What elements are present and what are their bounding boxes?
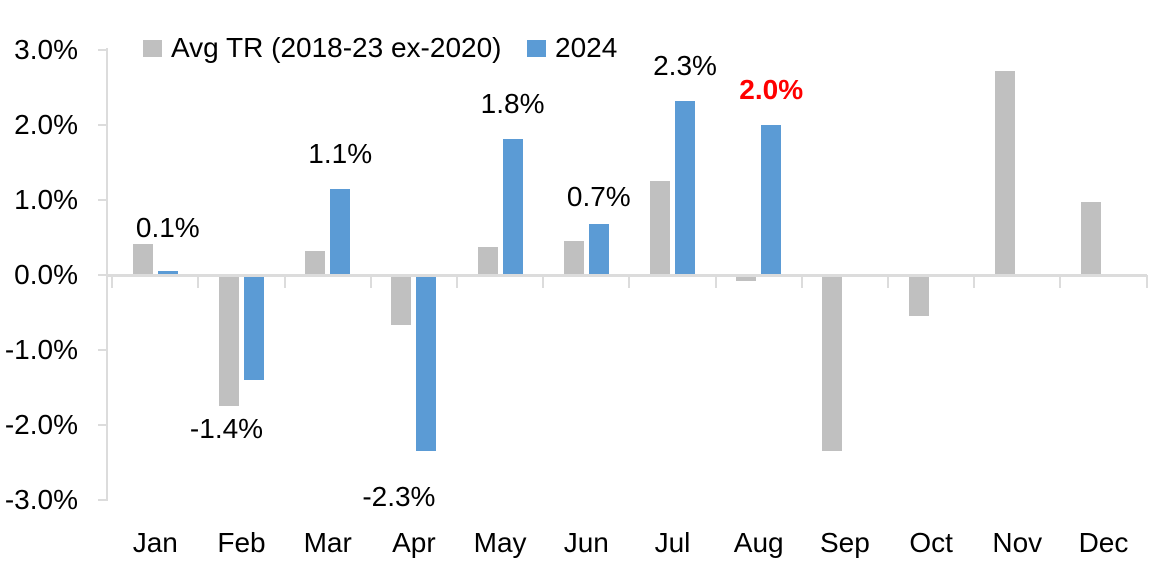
legend-item-2024: 2024 — [527, 33, 617, 63]
y-axis-tick-label: 0.0% — [14, 259, 78, 290]
data-label-may: 1.8% — [480, 87, 545, 119]
bar-2024-apr — [416, 275, 437, 452]
data-label-mar: 1.1% — [308, 137, 373, 169]
bar-2024-aug — [761, 125, 782, 275]
x-axis-tick-mark — [542, 275, 545, 288]
y-axis-tick-mark — [98, 274, 108, 276]
x-axis-label-mar: Mar — [303, 527, 352, 558]
y-axis-tick-label: -1.0% — [4, 334, 78, 365]
x-axis-tick-mark — [887, 275, 889, 288]
bar-avg-tr-2018-23-ex-2020-jul — [650, 181, 670, 275]
x-axis-label-apr: Apr — [392, 527, 436, 558]
data-label-apr: -2.3% — [362, 481, 436, 513]
x-axis-label-sep: Sep — [819, 527, 870, 558]
data-label-jun: 0.7% — [566, 181, 631, 212]
x-axis-label-feb: Feb — [217, 527, 266, 558]
x-axis-tick-mark — [111, 275, 114, 288]
y-axis-tick-label: 3.0% — [14, 34, 78, 65]
x-axis-label-jul: Jul — [654, 527, 691, 558]
legend-swatch-avg-tr — [143, 39, 162, 57]
bar-avg-tr-2018-23-ex-2020-mar — [305, 251, 326, 275]
x-axis-label-dec: Dec — [1078, 527, 1129, 558]
bar-avg-tr-2018-23-ex-2020-nov — [994, 71, 1015, 275]
x-axis-label-aug: Aug — [733, 527, 784, 558]
bar-2024-jun — [588, 224, 609, 275]
data-label-aug: 2.0% — [739, 74, 804, 105]
x-axis-tick-mark — [1059, 275, 1062, 288]
bar-2024-jan — [157, 271, 178, 275]
x-axis-label-may: May — [473, 527, 527, 558]
y-axis-tick-mark — [98, 49, 108, 51]
x-axis-label-nov: Nov — [992, 527, 1043, 558]
data-label-jan: 0.1% — [135, 211, 200, 243]
data-label-jul: 2.3% — [653, 50, 717, 81]
x-axis-label-oct: Oct — [909, 527, 953, 558]
x-axis-tick-mark — [1145, 275, 1148, 288]
bar-2024-jul — [675, 101, 695, 275]
y-axis-tick-mark — [98, 124, 108, 126]
x-axis-tick-mark — [456, 275, 458, 288]
bar-avg-tr-2018-23-ex-2020-oct — [908, 275, 929, 317]
bar-2024-mar — [330, 188, 351, 275]
legend-label-2024: 2024 — [555, 32, 618, 63]
x-axis-label-jan: Jan — [132, 527, 178, 558]
bar-avg-tr-2018-23-ex-2020-jun — [563, 241, 584, 275]
y-axis-tick-mark — [98, 499, 108, 501]
x-axis-label-jun: Jun — [563, 527, 609, 558]
y-axis-tick-label: -3.0% — [4, 484, 78, 515]
bar-avg-tr-2018-23-ex-2020-may — [477, 247, 498, 275]
legend-swatch-2024 — [527, 39, 546, 57]
x-axis-tick-mark — [369, 275, 372, 288]
bar-avg-tr-2018-23-ex-2020-aug — [736, 275, 757, 281]
legend-label-avg-tr: Avg TR (2018-23 ex-2020) — [171, 32, 502, 63]
x-axis-line — [108, 274, 1147, 277]
y-axis-tick-mark — [98, 199, 108, 201]
bar-avg-tr-2018-23-ex-2020-jan — [132, 243, 153, 275]
bar-avg-tr-2018-23-ex-2020-feb — [219, 275, 239, 407]
bar-avg-tr-2018-23-ex-2020-apr — [391, 275, 412, 326]
x-axis-tick-mark — [283, 275, 286, 288]
x-axis-tick-mark — [973, 275, 976, 288]
legend-item-avg-tr: Avg TR (2018-23 ex-2020) — [143, 33, 502, 63]
x-axis-tick-mark — [628, 275, 631, 288]
y-axis-tick-label: -2.0% — [4, 409, 78, 440]
bar-avg-tr-2018-23-ex-2020-dec — [1081, 202, 1101, 275]
x-axis-tick-mark — [714, 275, 717, 288]
y-axis-line — [106, 48, 108, 500]
x-axis-tick-mark — [197, 275, 200, 288]
x-axis-tick-mark — [800, 275, 803, 288]
y-axis-tick-label: 1.0% — [14, 184, 78, 215]
y-axis-tick-mark — [98, 349, 108, 351]
y-axis-tick-mark — [98, 424, 108, 426]
bar-2024-feb — [244, 275, 264, 380]
bar-avg-tr-2018-23-ex-2020-sep — [822, 275, 843, 452]
data-label-feb: -1.4% — [189, 413, 264, 445]
bar-2024-may — [502, 138, 523, 275]
y-axis-tick-label: 2.0% — [14, 109, 78, 140]
